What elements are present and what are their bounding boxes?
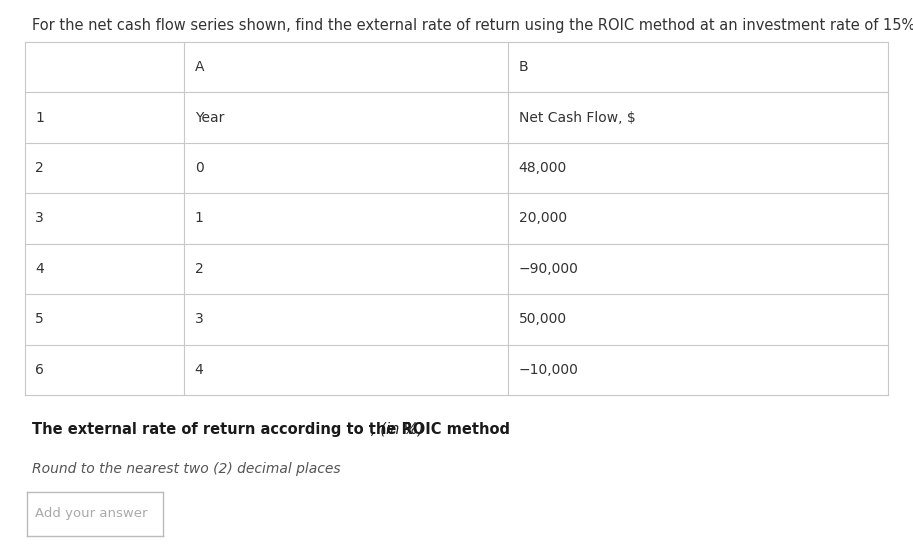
Text: , (in %): , (in %) [371,422,424,437]
Text: Net Cash Flow, $: Net Cash Flow, $ [519,111,635,125]
Text: 4: 4 [35,262,44,276]
Text: For the net cash flow series shown, find the external rate of return using the R: For the net cash flow series shown, find… [32,18,913,33]
Text: 4: 4 [194,363,204,377]
Text: 0: 0 [194,161,204,175]
Text: 20,000: 20,000 [519,211,567,226]
Text: 2: 2 [194,262,204,276]
Text: 1: 1 [35,111,44,125]
Text: 50,000: 50,000 [519,312,567,326]
Text: 1: 1 [194,211,204,226]
Text: A: A [194,60,205,74]
Text: −90,000: −90,000 [519,262,579,276]
Text: 3: 3 [35,211,44,226]
Text: B: B [519,60,529,74]
Text: −10,000: −10,000 [519,363,579,377]
Text: Round to the nearest two (2) decimal places: Round to the nearest two (2) decimal pla… [32,462,341,476]
Text: 5: 5 [35,312,44,326]
Text: The external rate of return according to the ROIC method: The external rate of return according to… [32,422,510,437]
Text: 48,000: 48,000 [519,161,567,175]
Text: 6: 6 [35,363,44,377]
Text: 2: 2 [35,161,44,175]
Text: Year: Year [194,111,225,125]
Text: Add your answer: Add your answer [36,508,148,520]
Text: 3: 3 [194,312,204,326]
